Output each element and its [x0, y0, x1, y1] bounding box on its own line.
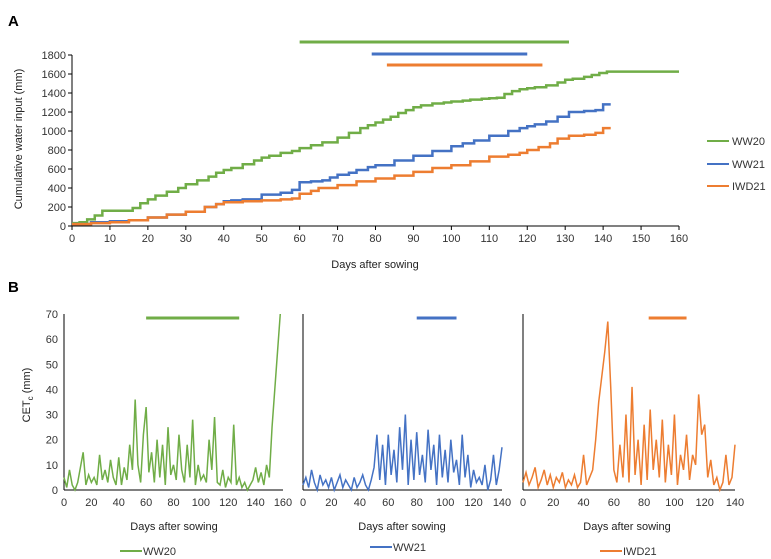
y-tick-label: 30	[46, 410, 58, 422]
panel-b3-x-axis-title: Days after sowing	[583, 521, 670, 533]
x-tick-label: 20	[85, 497, 97, 509]
panel-a-y-axis-title: Cumulative water input (mm)	[13, 69, 25, 210]
x-tick-label: 50	[256, 233, 268, 245]
x-tick-label: 130	[556, 233, 574, 245]
panel-b-label: B	[8, 279, 19, 296]
series-line-ww21	[302, 414, 503, 493]
y-tick-label: 60	[46, 334, 58, 346]
panel-b-y-axis-title: CETc (mm)	[21, 368, 35, 423]
x-tick-label: 140	[246, 497, 264, 509]
x-tick-label: 30	[180, 233, 192, 245]
panel-b-ww20-chart: 0 20 40 60 80 100 120 140 160 0 10 20 30 40 50 60 70	[46, 309, 292, 509]
x-tick-label: 40	[577, 497, 589, 509]
x-tick-label: 100	[442, 233, 460, 245]
y-tick-label: 1200	[42, 107, 66, 119]
y-tick-label: 70	[46, 309, 58, 321]
legend-label-ww20: WW20	[732, 136, 765, 148]
x-tick-label: 70	[331, 233, 343, 245]
x-tick-label: 10	[104, 233, 116, 245]
legend-label-iwd21: IWD21	[732, 181, 766, 193]
series-line-iwd21	[72, 126, 611, 226]
x-tick-label: 60	[608, 497, 620, 509]
y-tick-label: 200	[48, 202, 66, 214]
series-line-ww21	[72, 103, 611, 226]
x-tick-label: 40	[218, 233, 230, 245]
x-tick-label: 140	[726, 497, 744, 509]
legend-b-label-iwd21: IWD21	[623, 546, 657, 558]
y-tick-label: 10	[46, 460, 58, 472]
panel-a-x-axis-title: Days after sowing	[331, 259, 418, 271]
panel-a-legend: WW20 WW21 IWD21	[707, 136, 766, 193]
y-tick-label: 400	[48, 183, 66, 195]
y-tick-label: 20	[46, 435, 58, 447]
x-tick-label: 40	[354, 497, 366, 509]
x-tick-label: 0	[69, 233, 75, 245]
x-tick-label: 120	[518, 233, 536, 245]
panel-a-chart: 0 10 20 30 40 50 60 70 80 90 100 110 120 130 140 150 160…	[42, 40, 688, 245]
panel-b-iwd21-chart: 0 20 40 60 80 100 120 140	[520, 314, 744, 509]
x-tick-label: 40	[113, 497, 125, 509]
series-line-iwd21	[522, 321, 736, 493]
legend-label-ww21: WW21	[732, 159, 765, 171]
x-tick-label: 100	[192, 497, 210, 509]
x-tick-label: 60	[382, 497, 394, 509]
y-tick-label: 1000	[42, 126, 66, 138]
series-line-ww20	[63, 313, 282, 492]
y-tick-label: 600	[48, 164, 66, 176]
y-tick-label: 0	[52, 485, 58, 497]
x-tick-label: 90	[407, 233, 419, 245]
x-tick-label: 120	[464, 497, 482, 509]
x-tick-label: 60	[294, 233, 306, 245]
x-tick-label: 80	[167, 497, 179, 509]
x-tick-label: 80	[638, 497, 650, 509]
y-tick-label: 800	[48, 145, 66, 157]
panel-a-label: A	[8, 13, 19, 30]
panel-b-legend: WW20 WW21 IWD21	[120, 542, 657, 558]
x-tick-label: 110	[481, 233, 499, 245]
x-tick-label: 60	[140, 497, 152, 509]
x-tick-label: 20	[142, 233, 154, 245]
legend-b-label-ww21: WW21	[393, 542, 426, 554]
series-line-ww20	[72, 70, 679, 225]
x-tick-label: 80	[411, 497, 423, 509]
x-tick-label: 20	[547, 497, 559, 509]
x-tick-label: 160	[274, 497, 292, 509]
x-tick-label: 20	[325, 497, 337, 509]
y-tick-label: 1800	[42, 50, 66, 62]
y-tick-label: 40	[46, 384, 58, 396]
x-tick-label: 140	[594, 233, 612, 245]
x-tick-label: 0	[300, 497, 306, 509]
panel-b2-x-axis-title: Days after sowing	[358, 521, 445, 533]
y-tick-label: 0	[60, 221, 66, 233]
x-tick-label: 80	[369, 233, 381, 245]
panel-b-ww21-chart: 0 20 40 60 80 100 120 140	[300, 314, 511, 509]
x-tick-label: 0	[61, 497, 67, 509]
panel-b1-x-axis-title: Days after sowing	[130, 521, 217, 533]
x-tick-label: 120	[219, 497, 237, 509]
y-tick-label: 50	[46, 359, 58, 371]
x-tick-label: 120	[696, 497, 714, 509]
x-tick-label: 0	[520, 497, 526, 509]
x-tick-label: 100	[436, 497, 454, 509]
y-tick-label: 1400	[42, 88, 66, 100]
legend-b-label-ww20: WW20	[143, 546, 176, 558]
y-tick-label: 1600	[42, 69, 66, 81]
x-tick-label: 140	[493, 497, 511, 509]
x-tick-label: 100	[665, 497, 683, 509]
x-tick-label: 160	[670, 233, 688, 245]
x-tick-label: 150	[632, 233, 650, 245]
